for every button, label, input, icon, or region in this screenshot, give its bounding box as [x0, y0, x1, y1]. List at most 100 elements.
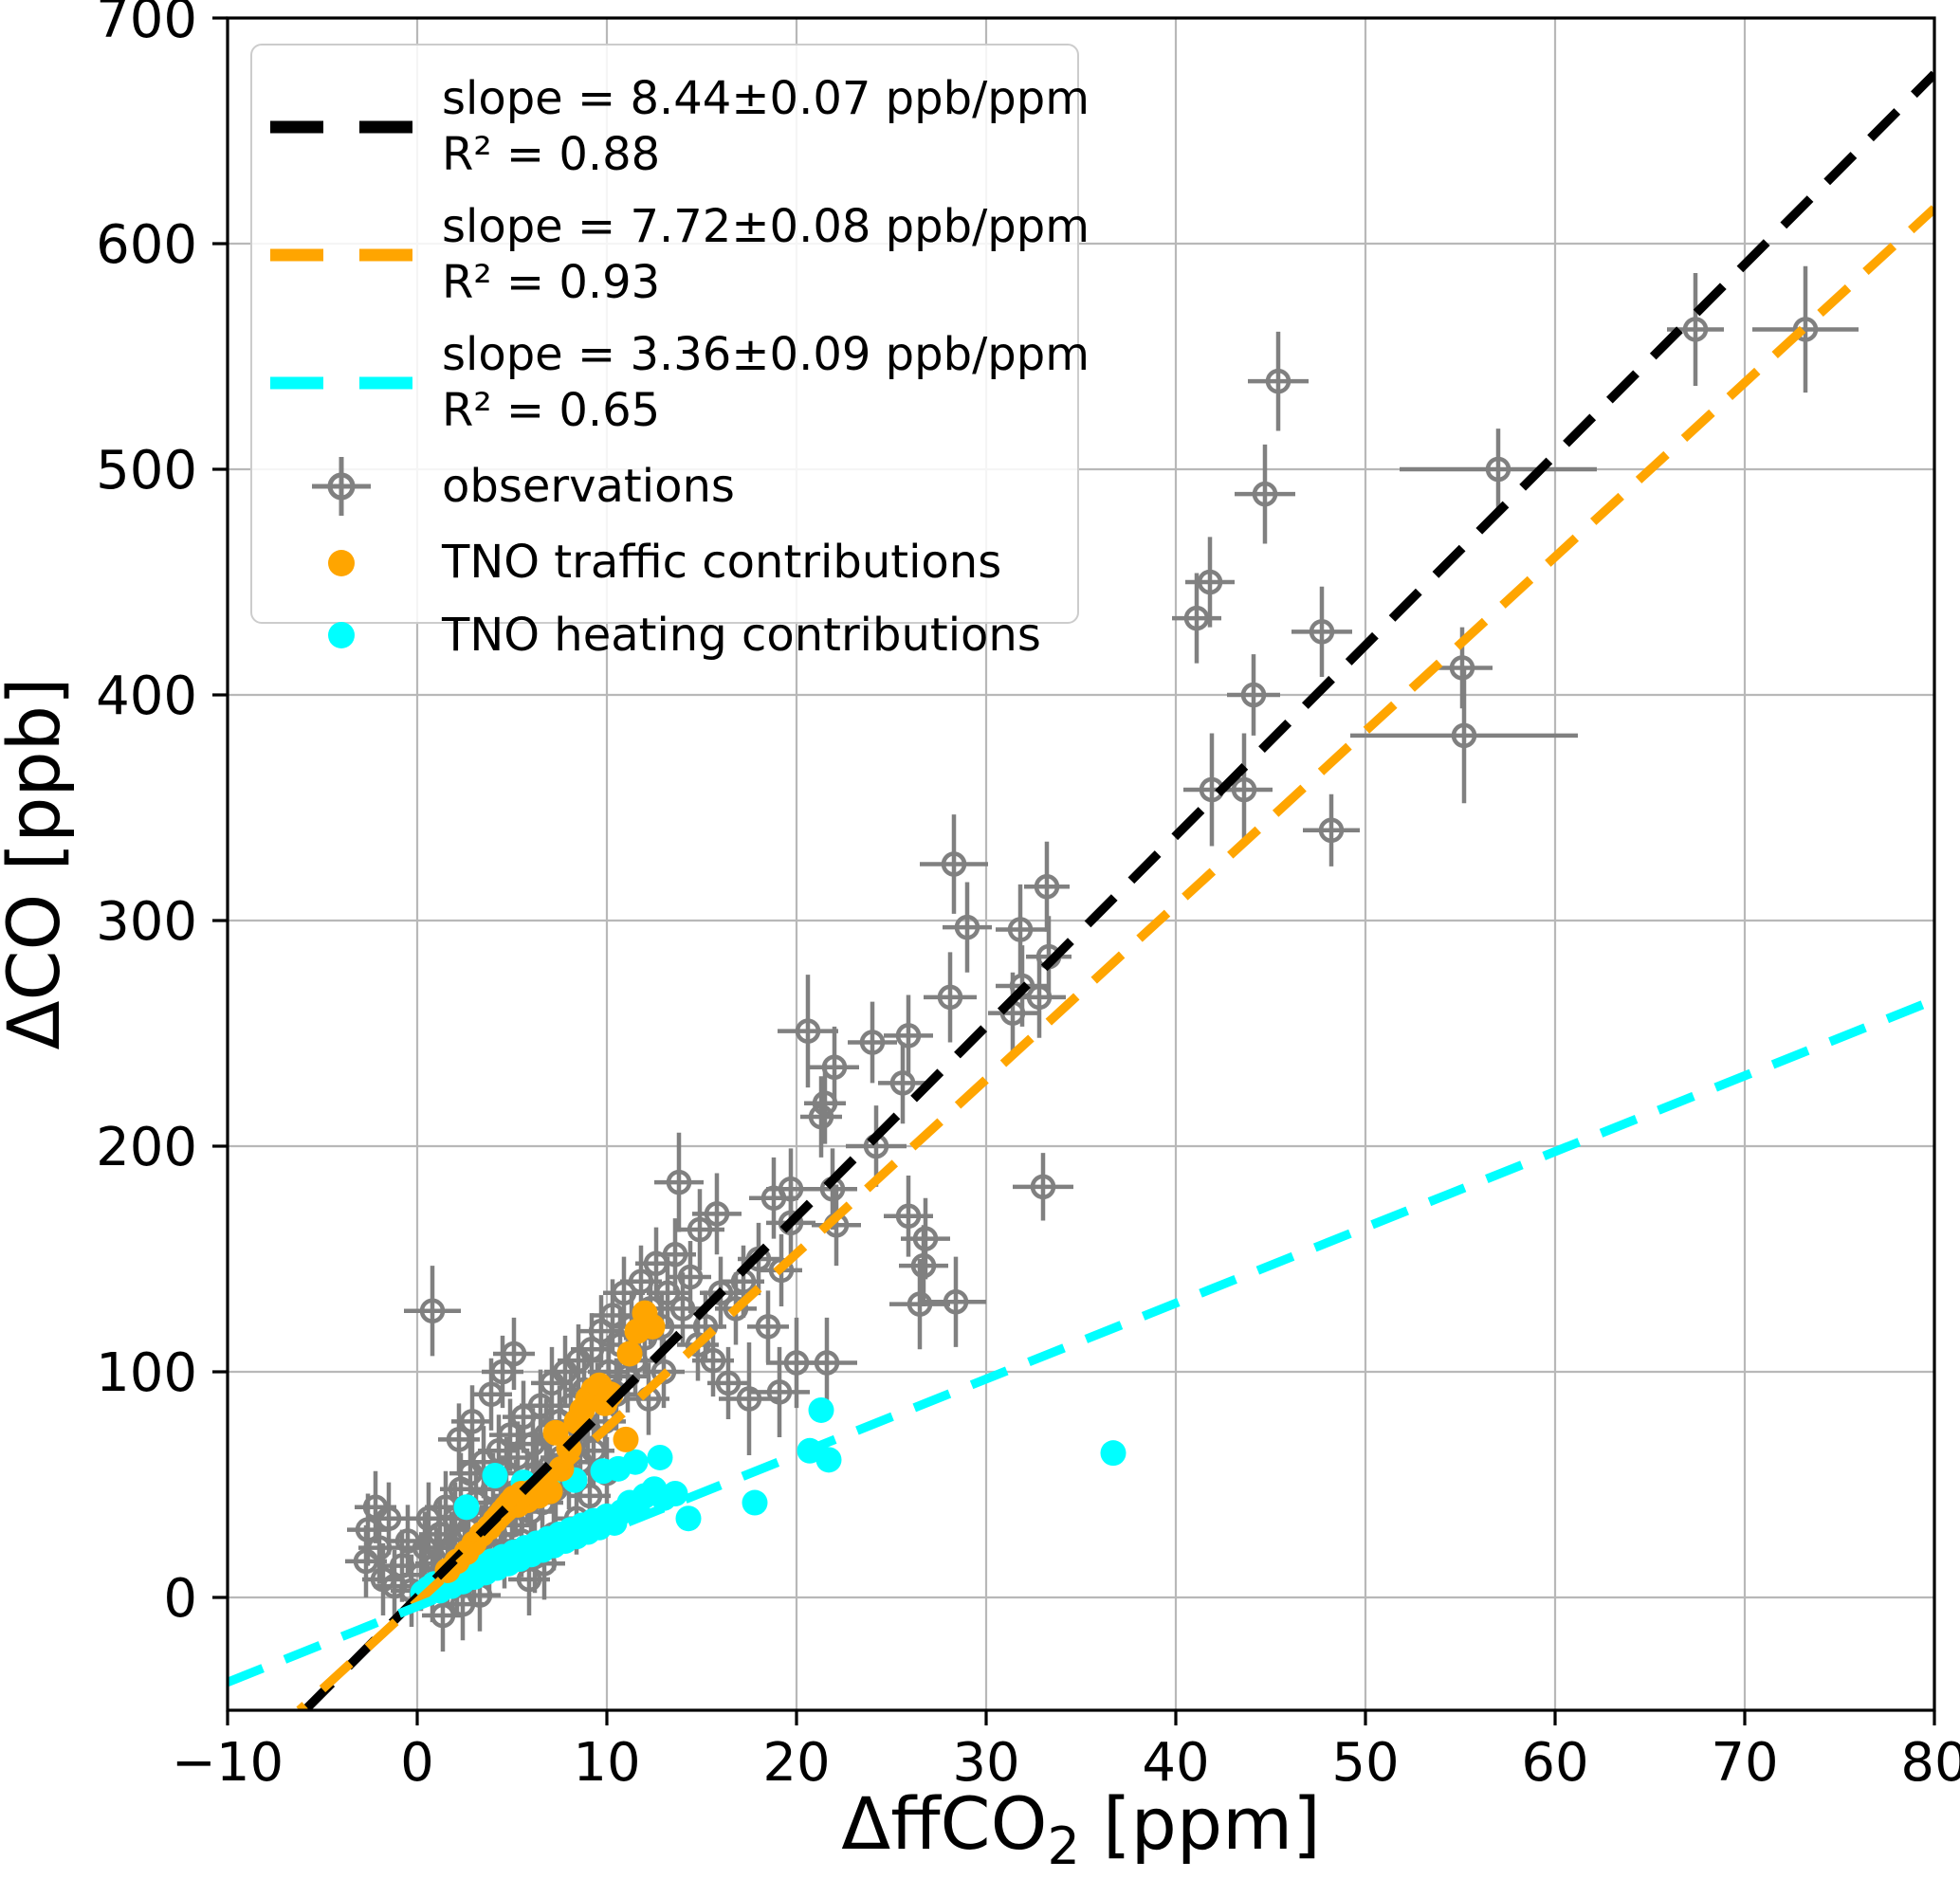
observation-point — [797, 1317, 857, 1409]
x-tick-label: 40 — [1142, 1732, 1209, 1794]
observation-marker — [1240, 682, 1267, 708]
observation-point — [924, 952, 977, 1043]
y-tick-label: 300 — [96, 891, 197, 953]
observation-marker — [577, 1483, 603, 1509]
observation-marker — [662, 1241, 688, 1268]
observation-marker — [1682, 317, 1709, 342]
observation-point — [878, 1042, 927, 1124]
heating-dot — [815, 1447, 842, 1473]
y-tick-label: 500 — [96, 440, 197, 502]
observation-point — [707, 1346, 749, 1419]
observation-point — [1227, 654, 1280, 736]
observation-marker — [446, 1427, 472, 1452]
observation-point — [943, 882, 992, 973]
x-tick-label: 70 — [1711, 1732, 1778, 1794]
legend-label-line2: R² = 0.93 — [442, 255, 661, 309]
observation-point — [1013, 1153, 1073, 1221]
observation-point — [1235, 444, 1295, 544]
observation-marker — [821, 1054, 848, 1080]
observation-marker — [937, 984, 963, 1011]
legend-dash-sample-icon — [266, 247, 417, 263]
observation-point — [778, 975, 838, 1088]
legend-label: slope = 3.36±0.09 ppb/ppm R² = 0.65 — [442, 327, 1090, 438]
legend-label-line2: R² = 0.88 — [442, 127, 661, 181]
observation-marker — [1318, 817, 1345, 844]
x-tick-label: −10 — [172, 1732, 284, 1794]
y-tick-label: 600 — [96, 214, 197, 276]
heating-dot — [647, 1444, 673, 1470]
heating-dot — [482, 1462, 508, 1488]
y-tick-label: 400 — [96, 666, 197, 727]
legend-entry: slope = 3.36±0.09 ppb/ppm R² = 0.65 — [258, 319, 1090, 447]
observation-point — [848, 1001, 897, 1084]
traffic-dot — [537, 1478, 563, 1505]
heating-dot — [742, 1489, 768, 1516]
observation-marker — [516, 1566, 542, 1593]
observation-marker — [669, 1296, 696, 1322]
observation-point — [1291, 586, 1352, 677]
legend-entry: TNO traffic contributions — [258, 526, 1068, 599]
observation-marker — [889, 1070, 916, 1096]
legend-label: slope = 7.72±0.08 ppb/ppm R² = 0.93 — [442, 199, 1090, 310]
observation-marker — [1231, 776, 1257, 803]
observation-marker — [677, 1264, 704, 1290]
observation-marker — [768, 1257, 795, 1284]
legend-label-line1: TNO traffic contributions — [442, 536, 1002, 590]
tick-marks — [212, 16, 1936, 1725]
y-tick-label: 0 — [163, 1568, 197, 1630]
legend-label-line2: R² = 0.65 — [442, 383, 661, 437]
observation-point — [920, 814, 988, 914]
fit-line — [296, 205, 1934, 1710]
observation-marker — [707, 1280, 734, 1305]
legend-dot-sample-icon — [266, 619, 417, 651]
observation-marker — [666, 1169, 692, 1195]
legend-entry: slope = 7.72±0.08 ppb/ppm R² = 0.93 — [258, 191, 1090, 319]
observation-marker — [808, 1104, 834, 1130]
observation-marker — [941, 851, 967, 877]
observation-marker — [1252, 481, 1278, 507]
observation-marker — [687, 1216, 713, 1243]
observation-marker — [954, 914, 980, 940]
axes-frame — [226, 16, 1936, 1712]
observation-point — [810, 1026, 859, 1108]
observation-point — [451, 1385, 493, 1458]
legend-label-line1: slope = 7.72±0.08 ppb/ppm — [442, 200, 1090, 254]
heating-dot — [808, 1396, 834, 1423]
legend-label: TNO traffic contributions — [442, 535, 1001, 591]
observation-marker — [723, 1296, 749, 1322]
traffic-dot — [616, 1341, 643, 1367]
observation-marker — [501, 1341, 527, 1367]
legend-label-line1: TNO heating contributions — [442, 608, 1041, 662]
observation-marker — [497, 1422, 523, 1448]
observation-marker — [1007, 917, 1034, 942]
y-tick-label: 700 — [96, 0, 197, 50]
observation-marker — [1792, 317, 1819, 342]
observation-point — [747, 1290, 789, 1363]
x-tick-label: 30 — [952, 1732, 1019, 1794]
observation-point — [1248, 331, 1309, 431]
observation-marker — [1197, 569, 1223, 595]
observation-marker — [755, 1314, 781, 1340]
observation-marker — [419, 1298, 446, 1323]
observation-marker — [1034, 874, 1060, 900]
observation-point — [1752, 265, 1859, 393]
x-tick-label: 80 — [1900, 1732, 1960, 1794]
legend-label-line1: slope = 8.44±0.07 ppb/ppm — [442, 72, 1090, 125]
traffic-dot — [639, 1313, 666, 1340]
legend-dash-sample-icon — [266, 375, 417, 391]
observation-point — [1303, 794, 1360, 867]
observation-marker — [895, 1203, 922, 1230]
legend-label: TNO heating contributions — [442, 608, 1041, 664]
traffic-dot — [613, 1426, 639, 1452]
observation-point — [901, 1197, 950, 1280]
fit-line — [302, 70, 1934, 1710]
y-tick-label: 100 — [96, 1342, 197, 1404]
legend-entry: observations — [258, 447, 1068, 526]
observation-marker — [795, 1018, 821, 1044]
observation-marker — [704, 1201, 730, 1227]
observation-marker — [459, 1409, 485, 1434]
observation-point — [800, 1076, 842, 1158]
x-tick-label: 60 — [1521, 1732, 1588, 1794]
observation-point — [493, 1317, 535, 1391]
